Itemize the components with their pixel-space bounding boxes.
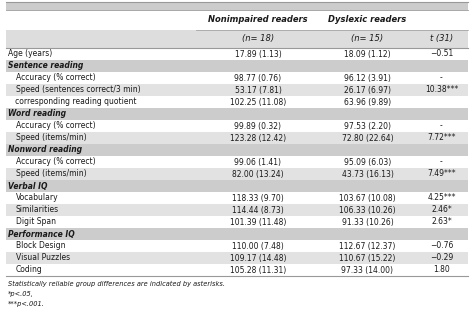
Text: Nonword reading: Nonword reading (8, 145, 82, 154)
Text: 17.89 (1.13): 17.89 (1.13) (235, 50, 282, 59)
Text: 96.12 (3.91): 96.12 (3.91) (344, 73, 391, 82)
Text: Speed (items/min): Speed (items/min) (16, 134, 87, 143)
Bar (6, 192, 468, 204)
Text: 10.38***: 10.38*** (425, 86, 458, 95)
Text: 110.00 (7.48): 110.00 (7.48) (232, 241, 284, 250)
Text: 99.06 (1.41): 99.06 (1.41) (235, 157, 282, 166)
Text: 72.80 (22.64): 72.80 (22.64) (342, 134, 393, 143)
Text: Similarities: Similarities (16, 206, 59, 215)
Bar (6, 96, 468, 108)
Text: Block Design: Block Design (16, 241, 65, 250)
Text: Speed (sentences correct/3 min): Speed (sentences correct/3 min) (16, 86, 141, 95)
Text: 123.28 (12.42): 123.28 (12.42) (230, 134, 286, 143)
Text: t (31): t (31) (430, 34, 453, 43)
Text: 118.33 (9.70): 118.33 (9.70) (232, 193, 284, 202)
Bar (6, 168, 468, 180)
Text: −0.51: −0.51 (430, 50, 453, 59)
Bar (6, 240, 468, 252)
Text: 2.63*: 2.63* (431, 218, 452, 227)
Bar (6, 144, 468, 156)
Text: Dyslexic readers: Dyslexic readers (328, 16, 407, 24)
Text: Digit Span: Digit Span (16, 218, 56, 227)
Text: 43.73 (16.13): 43.73 (16.13) (342, 170, 393, 179)
Text: Age (years): Age (years) (8, 50, 52, 59)
Text: 2.46*: 2.46* (431, 206, 452, 215)
Text: 103.67 (10.08): 103.67 (10.08) (339, 193, 396, 202)
Text: 4.25***: 4.25*** (427, 193, 456, 202)
Text: Nonimpaired readers: Nonimpaired readers (208, 16, 308, 24)
Text: Accuracy (% correct): Accuracy (% correct) (16, 122, 96, 131)
Text: −0.76: −0.76 (430, 241, 453, 250)
Text: corresponding reading quotient: corresponding reading quotient (8, 98, 137, 107)
Bar (6, 132, 468, 144)
Text: 1.80: 1.80 (433, 265, 450, 274)
Text: 110.67 (15.22): 110.67 (15.22) (339, 254, 396, 263)
Bar (6, 252, 468, 264)
Bar (6, 72, 468, 84)
Text: 91.33 (10.26): 91.33 (10.26) (342, 218, 393, 227)
Text: 98.77 (0.76): 98.77 (0.76) (235, 73, 282, 82)
Text: (n= 18): (n= 18) (242, 34, 274, 43)
Bar (6, 48, 468, 60)
Text: Verbal IQ: Verbal IQ (8, 181, 47, 191)
Text: 82.00 (13.24): 82.00 (13.24) (232, 170, 284, 179)
Text: Coding: Coding (16, 265, 43, 274)
Text: Accuracy (% correct): Accuracy (% correct) (16, 73, 96, 82)
Text: 109.17 (14.48): 109.17 (14.48) (230, 254, 286, 263)
Text: Accuracy (% correct): Accuracy (% correct) (16, 157, 96, 166)
Text: ***p<.001.: ***p<.001. (8, 301, 45, 307)
Text: 53.17 (7.81): 53.17 (7.81) (235, 86, 282, 95)
Text: 7.49***: 7.49*** (427, 170, 456, 179)
Text: Performance IQ: Performance IQ (8, 229, 75, 238)
Bar (6, 180, 468, 192)
Text: Speed (items/min): Speed (items/min) (16, 170, 87, 179)
Text: 26.17 (6.97): 26.17 (6.97) (344, 86, 391, 95)
Text: -: - (440, 122, 443, 131)
Bar (6, 204, 468, 216)
Bar (6, 264, 468, 276)
Bar (6, 156, 468, 168)
Bar (6, 228, 468, 240)
Text: -: - (440, 73, 443, 82)
Bar (6, 60, 468, 72)
Text: 105.28 (11.31): 105.28 (11.31) (230, 265, 286, 274)
Text: 106.33 (10.26): 106.33 (10.26) (339, 206, 396, 215)
Bar (6, 108, 468, 120)
Text: Sentence reading: Sentence reading (8, 61, 83, 70)
Text: 7.72***: 7.72*** (427, 134, 456, 143)
Bar (6, 30, 468, 48)
Text: 101.39 (11.48): 101.39 (11.48) (230, 218, 286, 227)
Text: 97.33 (14.00): 97.33 (14.00) (341, 265, 393, 274)
Text: 63.96 (9.89): 63.96 (9.89) (344, 98, 391, 107)
Text: Vocabulary: Vocabulary (16, 193, 59, 202)
Text: 18.09 (1.12): 18.09 (1.12) (344, 50, 391, 59)
Bar (6, 216, 468, 228)
Text: 102.25 (11.08): 102.25 (11.08) (230, 98, 286, 107)
Bar (6, 120, 468, 132)
Text: 95.09 (6.03): 95.09 (6.03) (344, 157, 391, 166)
Text: 112.67 (12.37): 112.67 (12.37) (339, 241, 396, 250)
Text: Visual Puzzles: Visual Puzzles (16, 254, 70, 263)
Text: *p<.05,: *p<.05, (8, 291, 34, 297)
Text: −0.29: −0.29 (430, 254, 453, 263)
Text: Statistically reliable group differences are indicated by asterisks.: Statistically reliable group differences… (8, 281, 225, 287)
Text: 114.44 (8.73): 114.44 (8.73) (232, 206, 284, 215)
Bar (6, 10, 468, 30)
Text: 97.53 (2.20): 97.53 (2.20) (344, 122, 391, 131)
Bar (6, 84, 468, 96)
Text: -: - (440, 157, 443, 166)
Text: 99.89 (0.32): 99.89 (0.32) (235, 122, 282, 131)
Text: (n= 15): (n= 15) (351, 34, 383, 43)
Text: Word reading: Word reading (8, 109, 66, 118)
Bar (6, 2, 468, 10)
